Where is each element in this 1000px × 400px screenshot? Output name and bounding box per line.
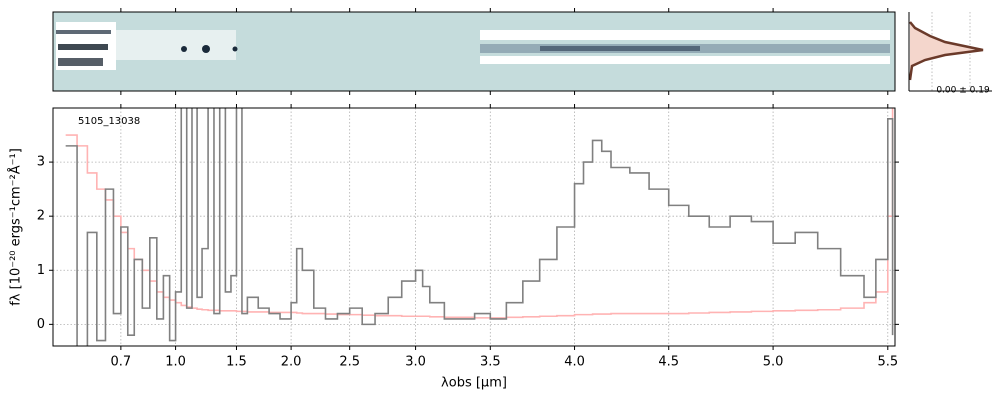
x-tick-label: 5.5 [877, 355, 898, 370]
x-axis-label: λobs [μm] [441, 376, 507, 391]
spectrum-line [65, 108, 894, 319]
profile-label: 0.00 ± 0.19 [936, 86, 990, 96]
plot-frame [52, 107, 896, 347]
y-tick-label: 3 [37, 155, 45, 170]
spectrum-line [65, 108, 894, 346]
y-tick-label: 1 [37, 263, 45, 278]
x-tick-label: 3.0 [405, 355, 426, 370]
y-tick-label: 0 [37, 317, 45, 332]
spectrum-2d [52, 11, 896, 92]
y-axis-label: fλ [10⁻²⁰ ergs⁻¹cm⁻²Å⁻¹] [8, 148, 24, 306]
x-tick-label: 1.5 [226, 355, 247, 370]
x-tick-label: 2.0 [281, 355, 302, 370]
x-tick-label: 5.0 [763, 355, 784, 370]
y-tick-label: 2 [37, 209, 45, 224]
annotation: 5105_13038 [78, 116, 140, 127]
x-tick-label: 2.5 [339, 355, 360, 370]
x-tick-label: 4.5 [658, 355, 679, 370]
x-tick-label: 1.0 [165, 355, 186, 370]
x-tick-label: 3.5 [480, 355, 501, 370]
x-tick-label: 4.0 [564, 355, 585, 370]
profile-panel: 0.00 ± 0.19 [908, 12, 992, 96]
x-tick-label: 0.7 [111, 355, 132, 370]
